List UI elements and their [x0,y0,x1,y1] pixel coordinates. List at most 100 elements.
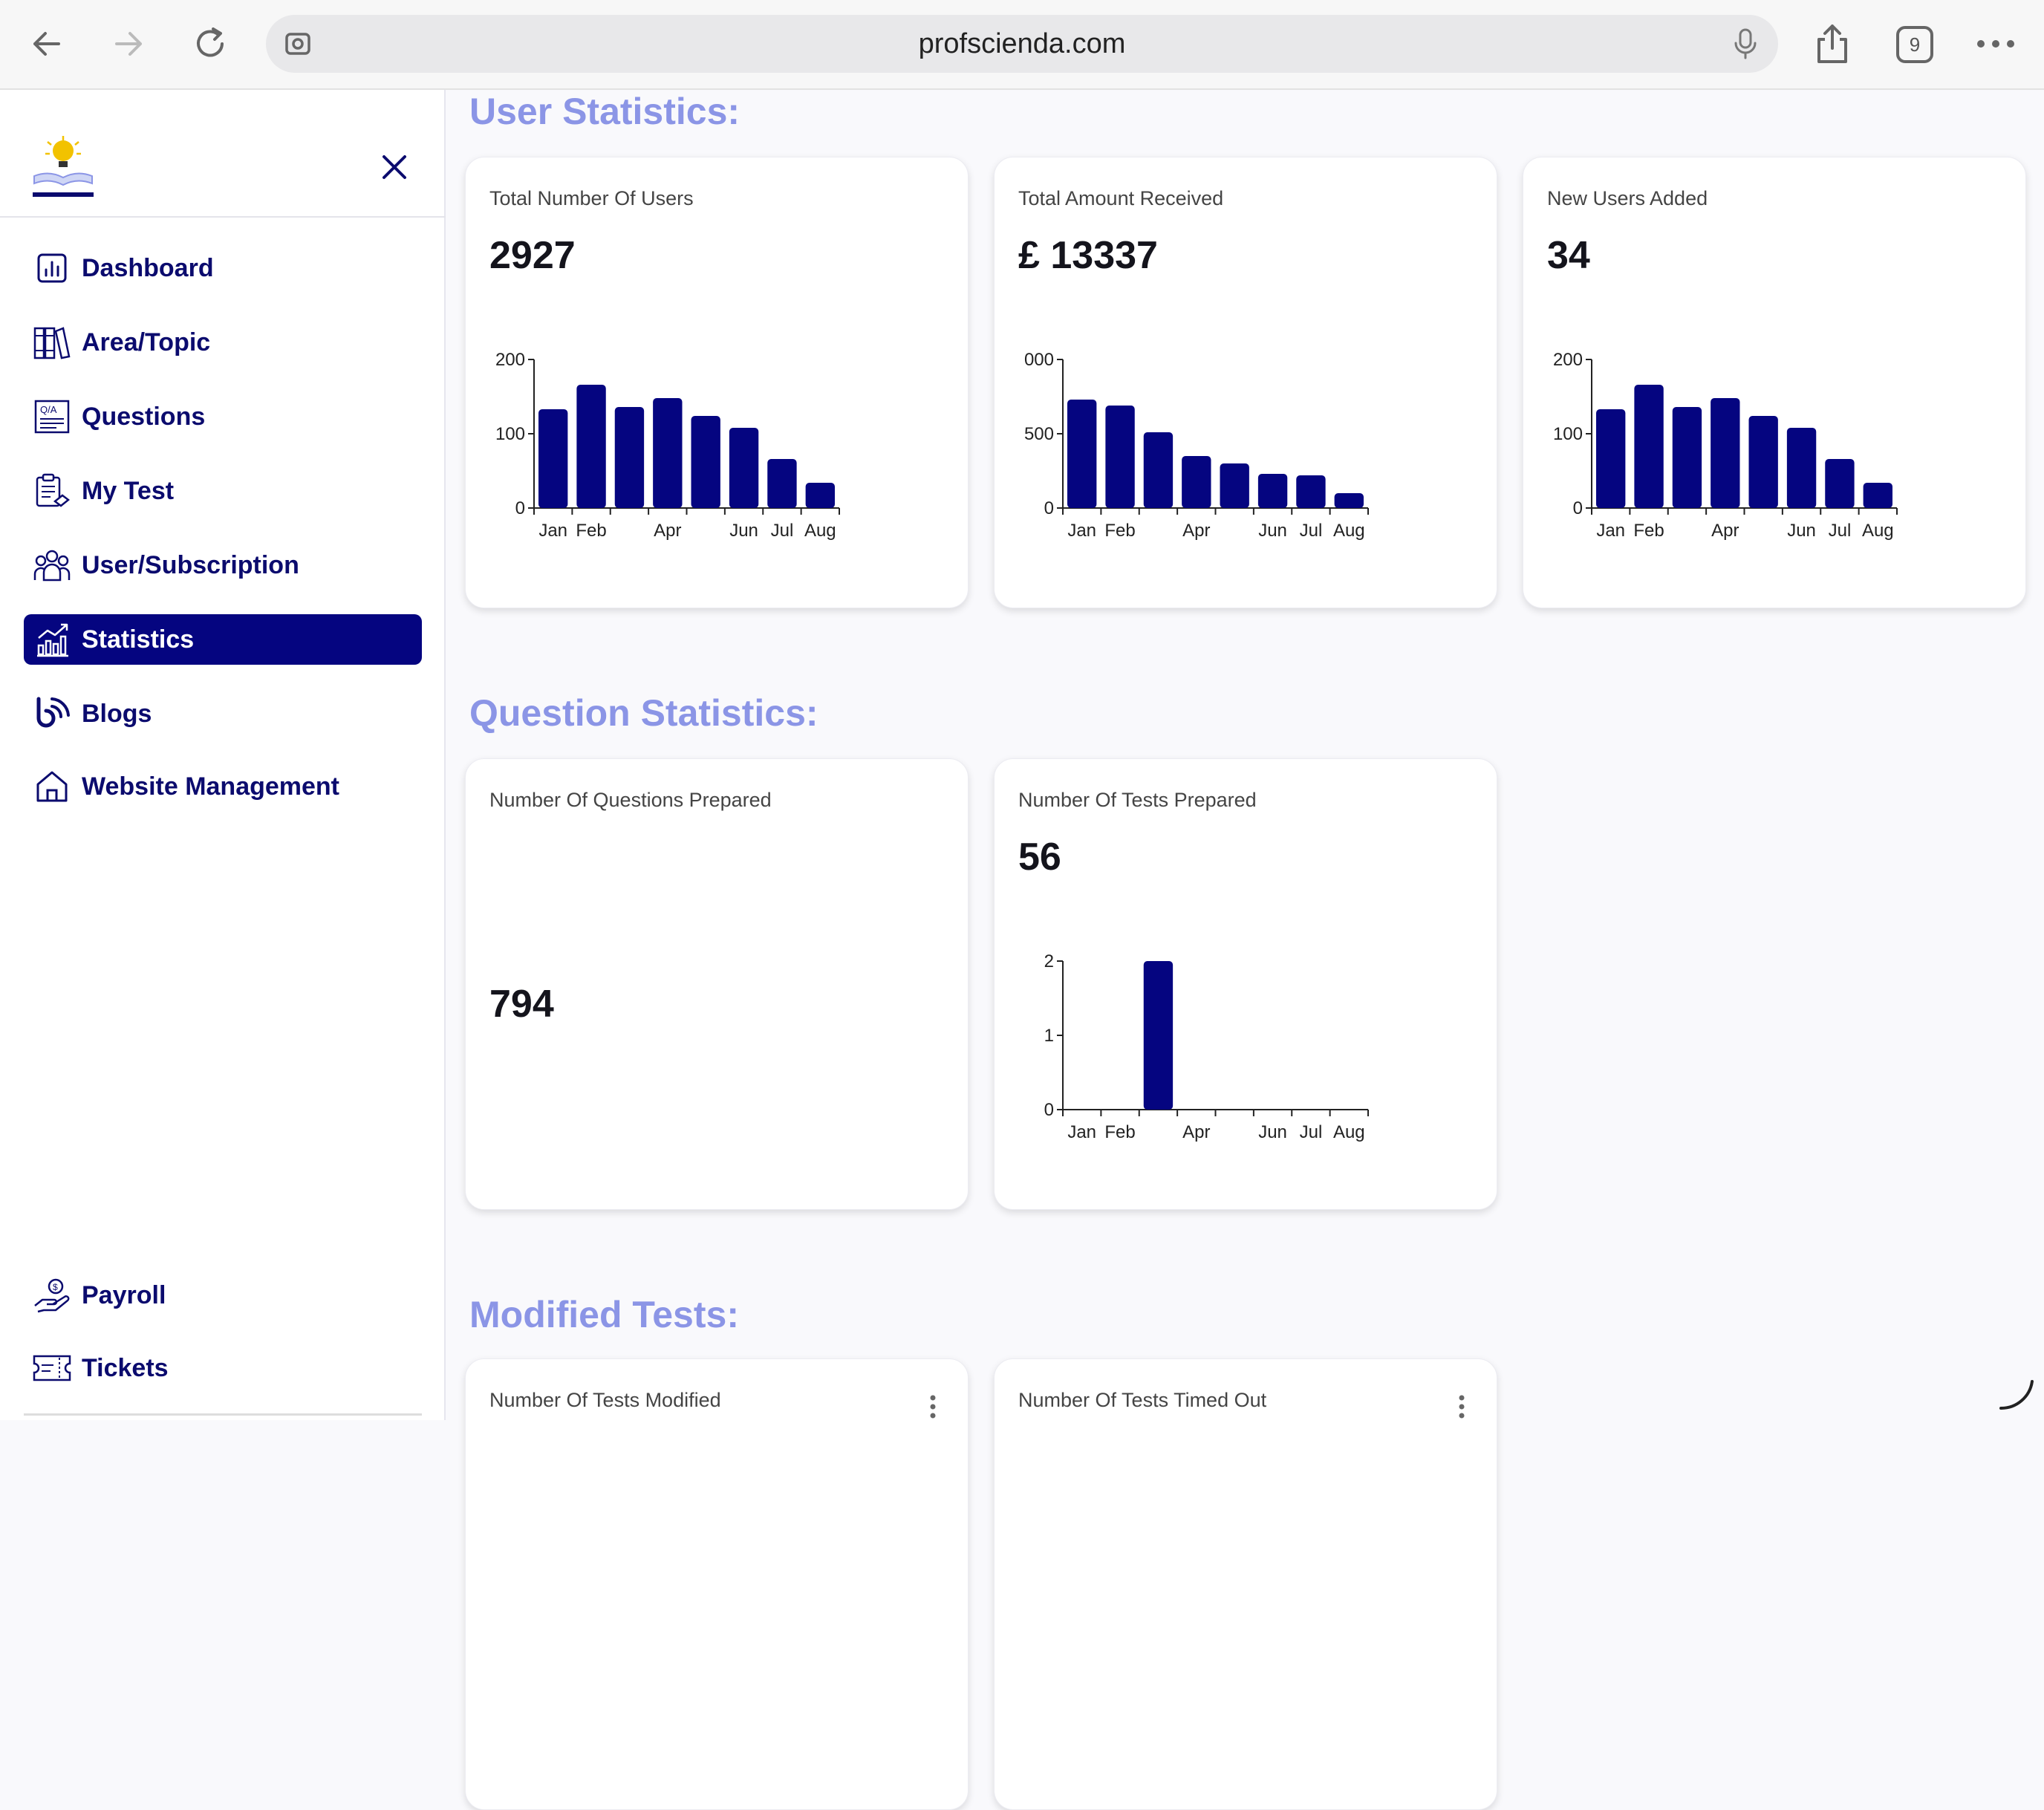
card-value: 2927 [489,234,576,277]
home-icon [33,767,71,806]
sidebar-item-dashboard[interactable]: Dashboard [24,243,422,293]
sidebar-item-label: User/Subscription [82,550,299,579]
svg-text:$: $ [53,1282,58,1292]
section-title-user-statistics: User Statistics: [469,91,741,132]
clipboard-icon [33,472,71,510]
bar-apr [1182,456,1211,508]
x-tick-label: Jul [771,521,794,541]
sidebar-item-blogs[interactable]: Blogs [24,688,422,739]
address-bar[interactable]: profscienda.com [266,15,1778,73]
card-title: Number Of Tests Modified [489,1389,721,1411]
x-tick-label: Feb [1633,521,1664,541]
card-title: Number Of Questions Prepared [489,789,772,811]
y-tick-label: 1 [1044,1026,1054,1046]
forward-icon[interactable] [105,21,152,67]
bar-may [691,416,720,508]
bar-mar [614,407,645,508]
bar-chart-amount-received: 0 500 000 Jan Feb Apr Jun Jul Aug [1024,350,1369,541]
close-sidebar-icon[interactable] [375,148,414,186]
card-total-users: Total Number Of Users 2927 0 100 200 Jan Feb… [465,157,969,608]
sidebar-item-label: Statistics [82,625,195,654]
sidebar-item-label: Dashboard [82,253,214,282]
dashboard-icon [33,249,71,287]
card-tests-prepared: Number Of Tests Prepared 56 0 1 2 Jan Feb Apr… [994,758,1497,1210]
x-tick-label: Apr [654,521,681,541]
payroll-icon: $ [33,1276,71,1315]
bar-may [1748,416,1778,508]
y-tick-label: 200 [495,350,525,370]
x-tick-label: Feb [1104,1122,1135,1142]
x-tick-label: Jan [1596,521,1625,541]
bar-feb [1105,406,1135,508]
card-title: Total Number Of Users [489,187,694,209]
x-tick-label: Jun [1258,1122,1287,1142]
sidebar-item-label: Tickets [82,1353,169,1382]
bar-mar [1143,432,1174,508]
card-value: 34 [1547,234,1590,277]
sidebar-item-questions[interactable]: Q/A Questions [24,391,422,442]
more-icon[interactable] [1973,21,2019,67]
y-tick-label: 200 [1553,350,1583,370]
users-icon [33,546,71,585]
loading-spinner-icon [1999,1380,2034,1410]
bar-jun [1786,428,1817,508]
more-options-icon[interactable] [929,1392,937,1422]
sidebar: Dashboard Area/Topic Q/A Questions My Te… [0,90,446,1420]
url-text[interactable]: profscienda.com [918,28,1126,59]
sidebar-item-payroll[interactable]: $ Payroll [24,1270,422,1321]
sidebar-item-my-test[interactable]: My Test [24,466,422,516]
sidebar-item-label: Questions [82,402,206,431]
bar-chart-tests-prepared: 0 1 2 Jan Feb Apr Jun Jul Aug [1044,951,1369,1142]
sidebar-header [0,90,446,218]
bar-jul [767,459,797,508]
y-tick-label: 500 [1024,424,1054,444]
x-tick-label: Aug [804,521,836,541]
bar-aug [1863,483,1892,508]
back-icon[interactable] [24,21,70,67]
sidebar-item-website-management[interactable]: Website Management [24,761,422,812]
y-tick-label: 0 [1573,498,1583,518]
bar-mar [1143,961,1174,1110]
x-tick-label: Jul [1829,521,1852,541]
bar-jan [1596,409,1626,508]
y-tick-label: 0 [1044,1100,1054,1120]
books-icon [33,323,71,362]
bar-jan [1067,400,1097,508]
bar-aug [1334,493,1364,508]
bar-feb [576,385,606,508]
browser-toolbar: profscienda.com 9 [0,0,2044,90]
bar-apr [1711,398,1740,508]
y-tick-label: 100 [1553,424,1583,444]
sidebar-item-label: Area/Topic [82,328,211,357]
bar-aug [805,483,835,508]
blog-icon [33,694,71,733]
x-tick-label: Jun [1787,521,1816,541]
bar-mar [1672,407,1702,508]
sidebar-item-statistics[interactable]: Statistics [24,614,422,665]
section-title-question-statistics: Question Statistics: [469,692,818,734]
reload-icon[interactable] [187,21,233,67]
microphone-icon[interactable] [1731,27,1760,61]
share-icon[interactable] [1809,21,1855,67]
card-title: Number Of Tests Timed Out [1018,1389,1267,1411]
sidebar-item-label: My Test [82,476,175,505]
logo [31,134,95,203]
sidebar-item-area-topic[interactable]: Area/Topic [24,317,422,368]
page-settings-icon[interactable] [281,27,315,61]
tab-count-button[interactable]: 9 [1896,26,1933,63]
x-tick-label: Apr [1711,521,1739,541]
y-tick-label: 0 [515,498,525,518]
bar-may [1220,463,1249,508]
card-value: £ 13337 [1018,234,1158,277]
sidebar-item-tickets[interactable]: Tickets [24,1343,422,1393]
card-questions-prepared: Number Of Questions Prepared 794 [465,758,969,1210]
sidebar-item-user-subscription[interactable]: User/Subscription [24,540,422,590]
y-tick-label: 0 [1044,498,1054,518]
x-tick-label: Apr [1182,521,1210,541]
bar-apr [653,398,683,508]
qa-icon: Q/A [33,397,71,436]
card-tests-modified: Number Of Tests Modified [465,1358,969,1810]
x-tick-label: Jun [1258,521,1287,541]
x-tick-label: Feb [1104,521,1135,541]
more-options-icon[interactable] [1458,1392,1465,1422]
